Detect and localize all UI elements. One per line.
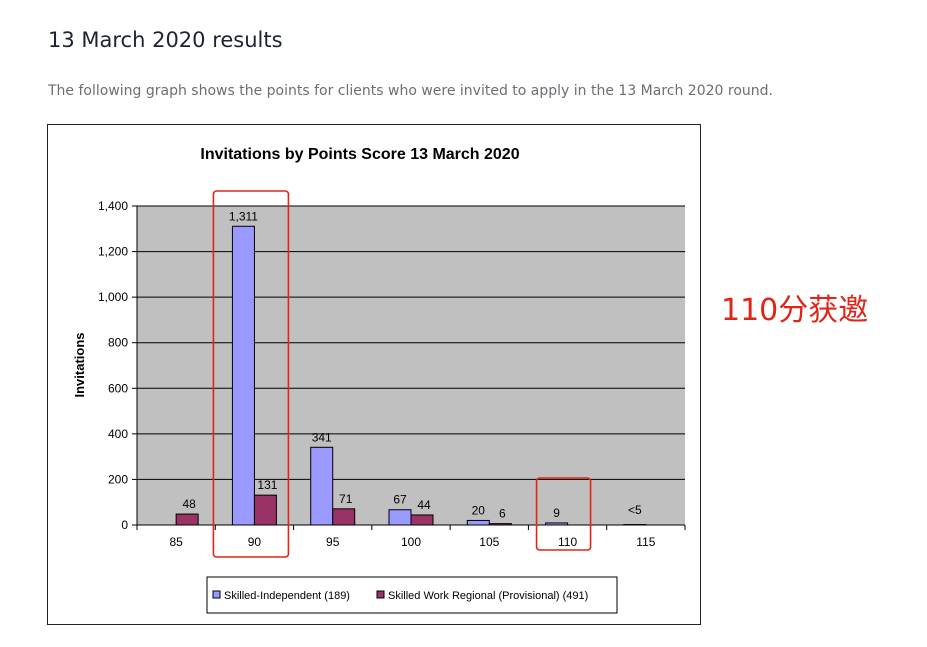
y-tick-label: 1,000	[98, 290, 128, 304]
y-tick-label: 0	[121, 518, 128, 532]
x-tick-label: 90	[248, 535, 262, 549]
legend-label-series-2: Skilled Work Regional (Provisional) (491…	[388, 590, 588, 602]
data-label: 71	[339, 492, 353, 506]
annotation-note: 110分获邀	[721, 293, 869, 328]
legend-label-series-1: Skilled-Independent (189)	[224, 590, 350, 602]
bar-series-2	[410, 514, 434, 526]
x-tick-label: 100	[401, 535, 421, 549]
bar-series-2	[488, 523, 512, 526]
intro-text: The following graph shows the points for…	[48, 83, 773, 99]
bar-series-1	[310, 446, 334, 526]
data-label: <5	[628, 503, 642, 517]
data-label: 44	[417, 498, 431, 512]
plot-area	[137, 206, 685, 525]
bar-series-1	[388, 509, 412, 526]
data-label: 6	[499, 507, 506, 521]
data-label: 341	[312, 430, 332, 444]
data-label: 20	[472, 503, 486, 517]
x-tick-label: 110	[558, 535, 577, 549]
data-label: 131	[257, 478, 277, 492]
bar-series-1	[231, 225, 255, 526]
x-tick-label: 85	[169, 535, 183, 549]
highlight-box	[212, 190, 290, 558]
bar-chart: Invitations by Points Score 13 March 202…	[72, 146, 686, 614]
data-label: 67	[393, 493, 407, 507]
x-tick-label: 115	[636, 535, 655, 549]
y-tick-label: 200	[108, 472, 128, 486]
bar-series-1	[545, 522, 569, 526]
page-title: 13 March 2020 results	[48, 28, 283, 52]
y-axis-label: Invitations	[72, 332, 87, 397]
data-label: 1,311	[229, 209, 258, 223]
data-label: 9	[553, 506, 560, 520]
data-label: 48	[182, 497, 196, 511]
y-tick-label: 1,200	[98, 245, 128, 259]
bar-series-2	[253, 494, 277, 526]
highlight-box	[535, 477, 592, 551]
chart-legend: Skilled-Independent (189) Skilled Work Re…	[206, 576, 618, 614]
chart-frame: Invitations by Points Score 13 March 202…	[47, 124, 701, 625]
legend-swatch-series-2	[376, 590, 385, 599]
bar-series-1	[466, 519, 490, 526]
y-tick-label: 600	[108, 381, 128, 395]
legend-box	[206, 576, 618, 614]
bar-series-2	[332, 508, 356, 526]
y-tick-label: 400	[108, 427, 128, 441]
chart-title: Invitations by Points Score 13 March 202…	[200, 146, 519, 163]
x-tick-label: 105	[479, 535, 499, 549]
legend-swatch-series-1	[212, 590, 221, 599]
bar-series-2	[175, 513, 199, 526]
x-tick-label: 95	[326, 535, 340, 549]
y-tick-label: 1,400	[98, 199, 128, 213]
y-tick-label: 800	[108, 336, 128, 350]
